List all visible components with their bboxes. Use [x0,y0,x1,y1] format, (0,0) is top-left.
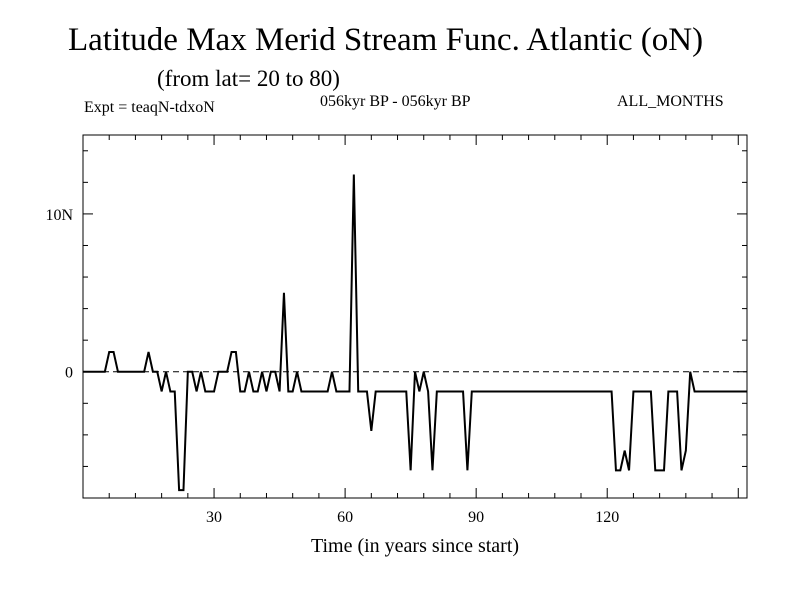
x-axis-title: Time (in years since start) [311,535,519,557]
y-tick-label: 10N [45,207,73,224]
chart-title: Latitude Max Merid Stream Func. Atlantic… [68,22,704,58]
months-label: ALL_MONTHS [617,93,724,110]
plot-frame [82,134,748,499]
period-label: 056kyr BP - 056kyr BP [320,93,471,110]
x-tick-label: 30 [206,509,222,526]
experiment-label: Expt = teaqN-tdxoN [84,99,215,116]
x-tick-label: 60 [337,509,353,526]
chart-subtitle: (from lat= 20 to 80) [157,66,340,91]
y-tick-label: 0 [65,365,73,382]
x-tick-label: 90 [468,509,484,526]
series-line [83,174,747,492]
x-tick-label: 120 [595,509,619,526]
